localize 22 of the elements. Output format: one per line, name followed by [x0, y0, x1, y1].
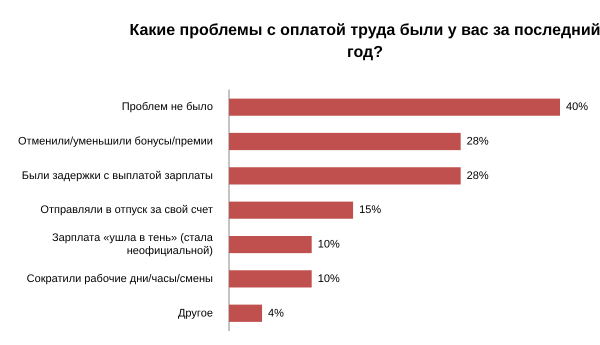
bar: [228, 167, 461, 184]
data-label: 10%: [318, 238, 340, 251]
y-tick-label: Отменили/уменьшили бонусы/премии: [18, 136, 213, 148]
chart-title: Какие проблемы с оплатой труда были у вас за последний год?: [128, 21, 600, 63]
data-label: 4%: [268, 307, 284, 320]
bar: [228, 270, 312, 288]
data-label: 28%: [466, 136, 489, 148]
bar: [228, 98, 560, 116]
data-label: 40%: [566, 101, 588, 114]
y-tick-label: Другое: [178, 307, 213, 320]
data-label: 15%: [359, 204, 382, 216]
y-tick-label: Отправляли в отпуск за свой счет: [40, 204, 213, 216]
bar: [228, 132, 461, 150]
y-tick-label: Проблем не было: [122, 101, 213, 114]
data-label: 28%: [466, 170, 489, 182]
y-tick-label: Были задержки с выплатой зарплаты: [22, 170, 214, 182]
bar: [228, 304, 262, 322]
y-tick-label: Зарплата «ушла в тень» (стала неофициальной): [52, 232, 214, 258]
bar: [228, 236, 312, 254]
data-label: 10%: [318, 272, 340, 285]
bar: [228, 202, 354, 219]
y-tick-label: Сократили рабочие дни/часы/смены: [26, 272, 214, 285]
